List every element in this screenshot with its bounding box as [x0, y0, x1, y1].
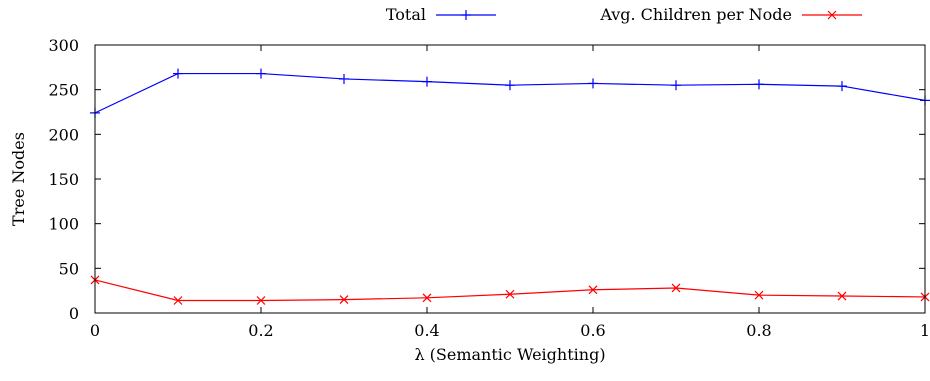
y-tick-label: 250 [48, 81, 79, 100]
x-tick-label: 0.6 [580, 321, 605, 340]
data-point [339, 295, 349, 305]
legend-sample-avg-children [802, 10, 862, 20]
series-line-0 [94, 72, 926, 114]
legend-label-total: Total [386, 5, 426, 24]
data-point [422, 293, 432, 303]
x-tick-labels: 0 0.2 0.4 0.6 0.8 1 [90, 321, 930, 340]
x-tick-label: 0.4 [414, 321, 439, 340]
data-point [754, 290, 764, 300]
x-tick-label: 0 [90, 321, 100, 340]
y-tick-label: 100 [48, 215, 79, 234]
y-tick-labels: 0 50 100 150 200 250 300 [48, 36, 79, 323]
x-tick-label: 0.8 [746, 321, 771, 340]
x-tick-label: 1 [920, 321, 930, 340]
legend: Total Avg. Children per Node [386, 5, 862, 24]
y-axis-label: Tree Nodes [9, 132, 28, 226]
data-point [173, 296, 183, 305]
legend-marker [827, 10, 837, 20]
data-point [837, 291, 847, 301]
data-point [505, 289, 515, 299]
y-tick-label: 150 [48, 170, 79, 189]
legend-sample-total [436, 10, 496, 20]
data-point [256, 296, 266, 305]
plot-frame [94, 44, 926, 314]
series-lines [90, 68, 930, 305]
y-tick-label: 50 [59, 259, 79, 278]
x-tick-label: 0.2 [248, 321, 273, 340]
data-point [588, 285, 598, 295]
y-tick-label: 200 [48, 125, 79, 144]
x-axis-label: λ (Semantic Weighting) [414, 345, 605, 364]
y-tick-label: 0 [69, 304, 79, 323]
y-tick-label: 300 [48, 36, 79, 55]
legend-label-avg-children: Avg. Children per Node [599, 5, 792, 24]
series-line-1 [94, 279, 926, 302]
data-point [671, 283, 681, 293]
